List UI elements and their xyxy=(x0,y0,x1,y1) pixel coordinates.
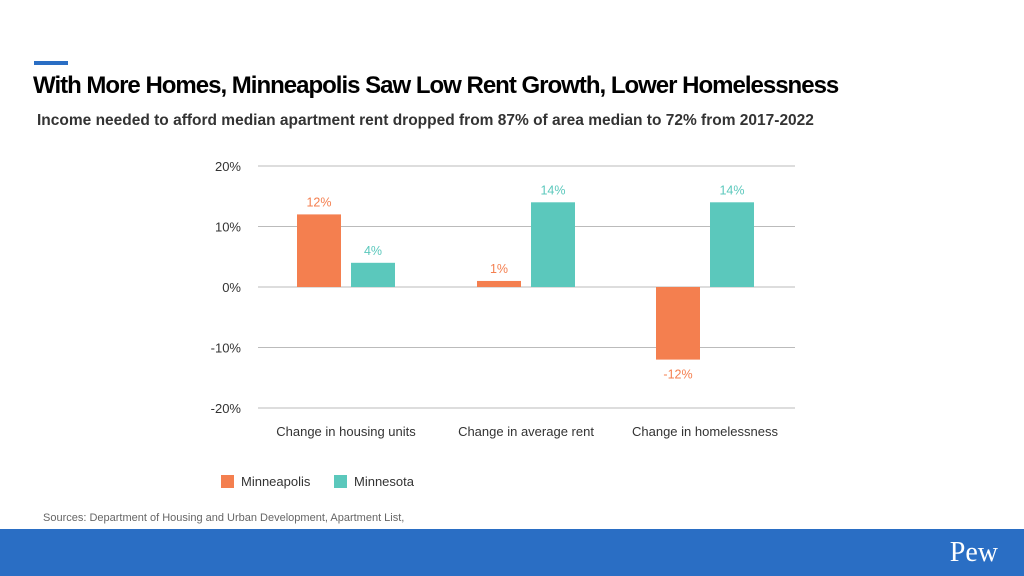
legend-label: Minneapolis xyxy=(241,474,311,489)
x-tick-label: Change in housing units xyxy=(276,424,416,439)
pew-logo: Pew xyxy=(949,537,998,568)
bar-minnesota xyxy=(351,262,395,287)
bar-minnesota xyxy=(710,202,754,287)
chart-subtitle: Income needed to afford median apartment… xyxy=(37,112,814,129)
chart-title: With More Homes, Minneapolis Saw Low Ren… xyxy=(33,72,839,99)
data-label: 14% xyxy=(540,183,565,197)
data-label: 1% xyxy=(490,262,508,276)
y-tick-label: 0% xyxy=(222,280,241,295)
footer-band: Pew xyxy=(0,529,1024,576)
accent-bar xyxy=(34,61,68,65)
x-tick-label: Change in average rent xyxy=(458,424,594,439)
bar-minnesota xyxy=(531,202,575,287)
bar-minneapolis xyxy=(656,287,700,360)
data-label: -12% xyxy=(663,368,692,382)
data-label: 12% xyxy=(306,195,331,209)
y-tick-label: 10% xyxy=(215,220,241,235)
data-label: 4% xyxy=(364,244,382,258)
y-tick-label: -10% xyxy=(211,341,242,356)
legend-label: Minnesota xyxy=(354,474,415,489)
data-label: 14% xyxy=(719,183,744,197)
legend-swatch xyxy=(221,475,234,488)
y-tick-label: -20% xyxy=(211,401,242,416)
legend-swatch xyxy=(334,475,347,488)
x-tick-label: Change in homelessness xyxy=(632,424,778,439)
bar-minneapolis xyxy=(297,214,341,287)
y-tick-label: 20% xyxy=(215,159,241,174)
bar-minneapolis xyxy=(477,280,521,287)
